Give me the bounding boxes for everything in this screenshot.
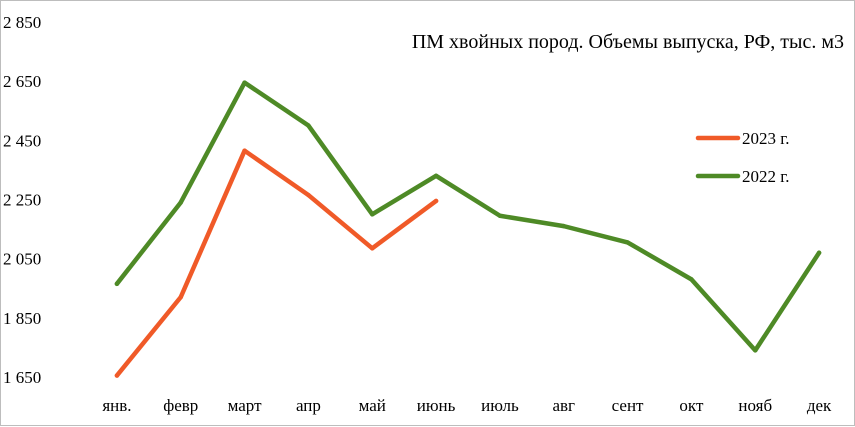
x-tick-label: июль [481,396,519,415]
x-tick-label: май [359,396,386,415]
series-line-2022 [114,80,822,353]
data-point [370,212,375,217]
data-point [178,294,183,300]
data-point [433,173,439,179]
y-tick-label: 1 850 [3,309,41,328]
data-point [689,277,694,282]
data-point [114,281,120,287]
chart-title: ПМ хвойных пород. Объемы выпуска, РФ, ты… [412,31,844,53]
legend-label: 2023 г. [742,129,790,148]
y-tick-label: 2 850 [3,13,41,32]
x-tick-label: июнь [417,396,456,415]
y-tick-label: 2 250 [3,191,41,210]
x-tick-label: апр [296,396,321,415]
data-point [242,148,247,153]
data-point [306,123,311,128]
data-point [561,223,566,229]
x-tick-label: февр [163,396,198,415]
data-point [433,198,439,204]
series-line-2023 [114,148,439,378]
y-axis-ticks: 1 650 1 850 2 050 2 250 2 450 2 650 2 850 [3,13,41,387]
x-tick-label: сент [612,396,644,415]
legend: 2023 г. 2022 г. [695,129,790,186]
data-point [753,348,758,353]
x-tick-label: авг [552,396,575,415]
data-point [370,246,375,251]
data-point [816,250,822,255]
y-tick-label: 2 050 [3,250,41,269]
y-tick-label: 1 650 [3,368,41,387]
data-point [497,213,503,218]
legend-label: 2022 г. [742,167,790,186]
x-tick-label: янв. [102,396,131,415]
data-point [306,192,311,198]
data-point [625,240,630,245]
data-point [242,80,247,85]
y-tick-label: 2 450 [3,131,41,150]
x-tick-label: март [228,396,262,415]
series-lines [114,80,822,378]
x-tick-label: окт [679,396,704,415]
x-axis-ticks: янв. февр март апр май июнь июль авг сент окт нояб… [102,396,832,415]
data-point [114,373,120,378]
x-tick-label: дек [807,396,832,415]
x-tick-label: нояб [738,396,772,415]
y-tick-label: 2 650 [3,72,41,91]
data-point [178,200,183,205]
